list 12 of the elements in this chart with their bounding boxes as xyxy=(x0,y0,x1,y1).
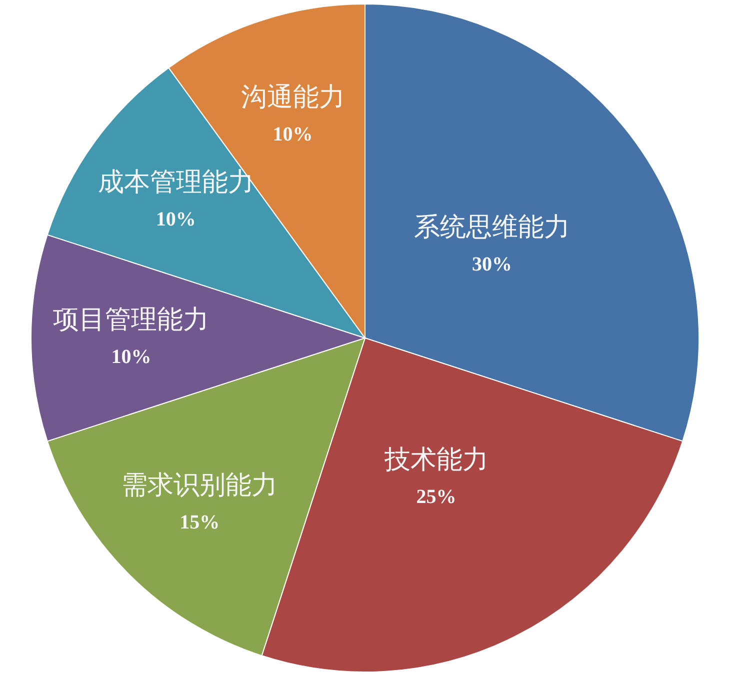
data-label: 10% xyxy=(272,124,313,146)
data-label: 10% xyxy=(156,208,196,231)
slice-label: 成本管理能力 xyxy=(98,167,254,196)
slice-label: 项目管理能力 xyxy=(53,304,210,334)
slice-label: 沟通能力 xyxy=(240,82,345,112)
slice-label: 需求识别能力 xyxy=(122,470,278,499)
slice-label: 技术能力 xyxy=(383,444,488,474)
data-label: 25% xyxy=(416,486,456,508)
data-label: 30% xyxy=(472,254,512,276)
slice-label: 系统思维能力 xyxy=(414,212,570,242)
data-label: 10% xyxy=(111,346,152,368)
data-label: 15% xyxy=(180,511,220,534)
